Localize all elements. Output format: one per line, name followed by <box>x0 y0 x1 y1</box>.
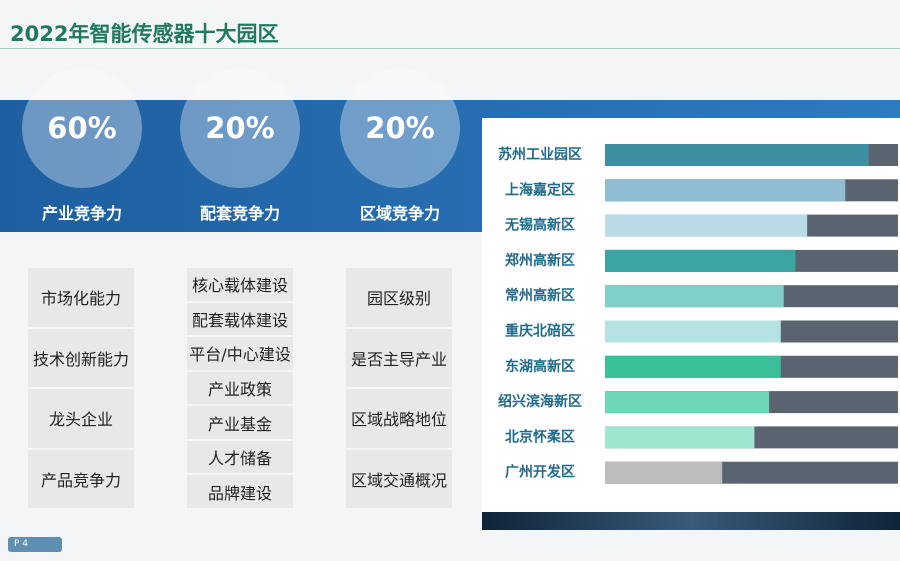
factor-cell: 平台/中心建设 <box>187 337 293 372</box>
page-number: P 4 <box>8 537 62 552</box>
bar <box>605 144 869 166</box>
image-strip <box>482 512 900 530</box>
pillar-label: 区域竞争力 <box>359 204 440 223</box>
factor-cell: 龙头企业 <box>28 389 134 450</box>
factor-cell: 核心载体建设 <box>187 268 293 303</box>
percent-circle: 20% <box>180 68 300 188</box>
bar <box>605 320 781 343</box>
pillar-label: 产业竞争力 <box>41 204 122 223</box>
bar <box>605 355 781 378</box>
park-label: 广州开发区 <box>505 464 575 481</box>
bar <box>605 214 808 237</box>
bar <box>605 426 755 449</box>
park-label: 苏州工业园区 <box>498 146 582 163</box>
factor-cell: 区域战略地位 <box>346 389 452 450</box>
factor-cell: 产业基金 <box>187 406 293 441</box>
pillar-label: 配套竞争力 <box>199 204 280 223</box>
bar <box>605 179 846 202</box>
title-rule <box>0 48 900 49</box>
factor-cell: 人才储备 <box>187 440 293 476</box>
park-label: 绍兴滨海新区 <box>498 393 582 410</box>
percent-circle: 20% <box>340 68 460 188</box>
percent-circle: 60% <box>22 68 142 188</box>
factor-cell: 产业政策 <box>187 371 293 407</box>
factor-cell: 品牌建设 <box>187 475 293 510</box>
factor-cell: 是否主导产业 <box>346 328 452 389</box>
factor-cell: 配套载体建设 <box>187 302 293 338</box>
park-label: 上海嘉定区 <box>505 181 575 198</box>
bar <box>605 285 784 308</box>
bar <box>605 391 770 414</box>
park-label: 重庆北碚区 <box>505 323 575 340</box>
slide-title: 2022年智能传感器十大园区 <box>10 22 279 46</box>
factor-cell: 技术创新能力 <box>28 328 134 389</box>
park-label: 北京怀柔区 <box>505 428 575 445</box>
factor-cell: 产品竞争力 <box>28 449 134 510</box>
factor-cell: 区域交通概况 <box>346 449 452 510</box>
factor-cell: 市场化能力 <box>28 268 134 329</box>
park-label: 常州高新区 <box>505 287 575 304</box>
bar <box>605 249 796 272</box>
park-label: 无锡高新区 <box>504 217 575 234</box>
bar <box>605 461 723 484</box>
park-label: 郑州高新区 <box>505 252 575 269</box>
park-label: 东湖高新区 <box>505 358 575 375</box>
factor-cell: 园区级别 <box>346 268 452 329</box>
